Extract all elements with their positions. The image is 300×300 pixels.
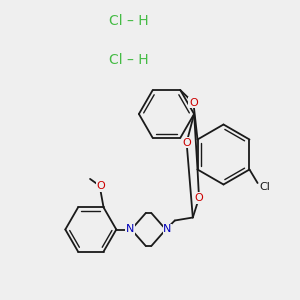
Text: Cl – H: Cl – H bbox=[109, 53, 149, 67]
Text: O: O bbox=[195, 193, 203, 203]
Text: O: O bbox=[182, 137, 191, 148]
Text: O: O bbox=[96, 182, 105, 191]
Text: Cl – H: Cl – H bbox=[109, 14, 149, 28]
Text: Cl: Cl bbox=[259, 182, 270, 193]
Text: N: N bbox=[163, 224, 172, 235]
Text: N: N bbox=[126, 224, 134, 235]
Text: O: O bbox=[189, 98, 198, 108]
